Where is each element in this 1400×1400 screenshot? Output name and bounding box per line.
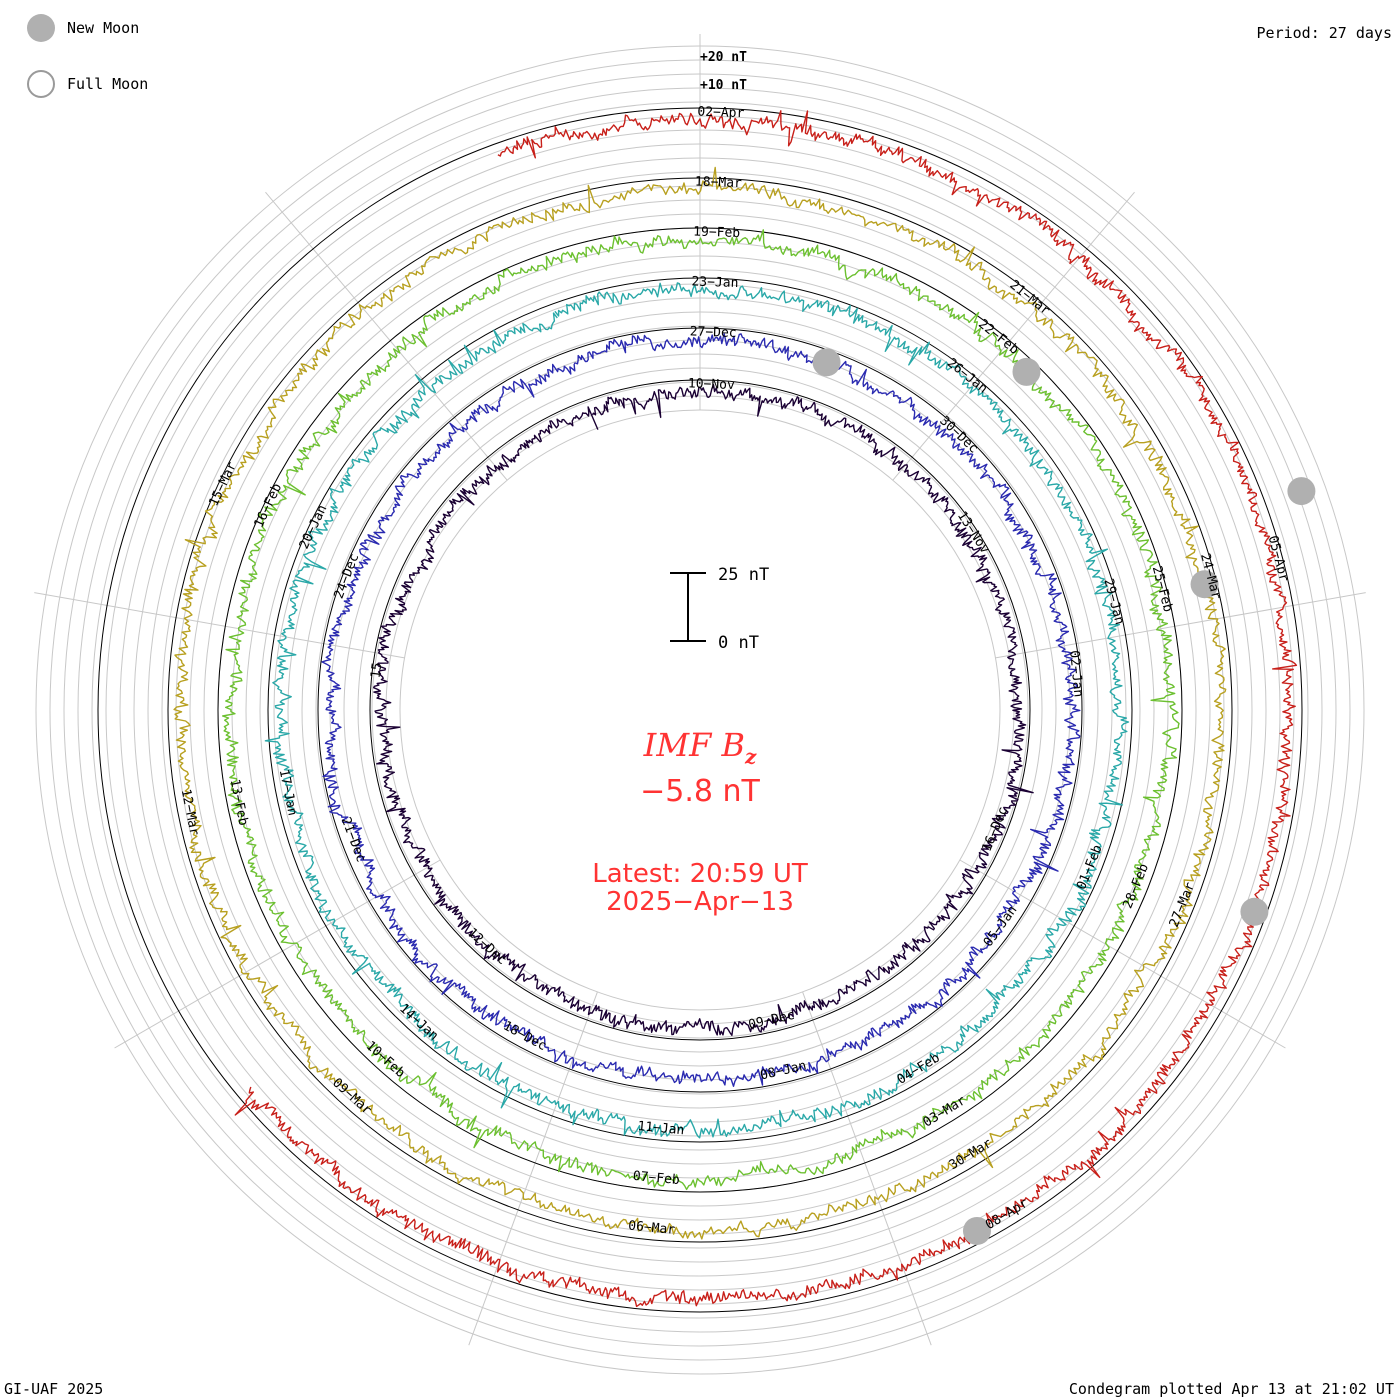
grid-spoke	[995, 592, 1366, 659]
legend-new-moon: New Moon	[27, 14, 139, 42]
date-label: 25−Feb	[1149, 564, 1175, 613]
new-moon-marker	[1012, 357, 1041, 386]
date-label: 09−Dec	[747, 1008, 796, 1033]
credit-label: GI-UAF 2025	[4, 1380, 104, 1398]
date-label: 23−Jan	[691, 274, 738, 291]
period-label: Period: 27 days	[1256, 24, 1392, 42]
date-label: 16−Dec	[980, 805, 1012, 854]
trace-rotation-2	[321, 333, 1081, 1088]
scale-bar-top-label: 25 nT	[718, 565, 769, 585]
baseline-ring-6	[97, 107, 1303, 1313]
latest-date: 2025−Apr−13	[606, 887, 794, 917]
grid-spoke	[114, 859, 441, 1049]
trace-rotation-4	[221, 229, 1180, 1191]
zero-baselines	[97, 107, 1303, 1313]
ring-label-10: +10 nT	[700, 78, 747, 93]
new-moon-marker	[1240, 897, 1269, 926]
date-label: 27−Dec	[689, 324, 736, 341]
date-label: 15	[368, 662, 385, 679]
grid-ring	[343, 353, 1057, 1067]
baseline-ring-2	[317, 327, 1083, 1093]
trace-rotation-5	[173, 166, 1227, 1240]
grid-spoke	[802, 991, 932, 1346]
moon-markers	[812, 348, 1316, 1245]
baseline-ring-1	[369, 379, 1031, 1041]
trace-rotation-1	[373, 383, 1034, 1037]
baseline-ring-3	[267, 277, 1133, 1143]
date-label: 10−Nov	[688, 376, 736, 393]
grid-spoke	[468, 991, 598, 1346]
date-label: 18−Dec	[500, 1019, 548, 1054]
legend-full-moon-label: Full Moon	[67, 75, 149, 93]
chart-title-main: IMF B	[643, 726, 745, 764]
date-label: 24−Dec	[332, 552, 363, 601]
date-label: 19−Feb	[693, 224, 741, 241]
new-moon-marker	[812, 348, 841, 377]
ring-scale-labels: +20 nT +10 nT	[700, 50, 747, 93]
date-label: 11−Jan	[637, 1119, 685, 1138]
legend-full-moon: Full Moon	[27, 70, 148, 98]
data-traces	[173, 110, 1298, 1308]
date-label: 08−Jan	[759, 1058, 808, 1083]
legend-new-moon-label: New Moon	[67, 19, 140, 37]
scale-bar-bottom-label: 0 nT	[718, 633, 759, 653]
date-label: 18−Mar	[695, 175, 743, 192]
grid-spoke	[892, 191, 1135, 481]
full-moon-icon	[27, 70, 55, 98]
grid-spoke	[265, 191, 508, 481]
new-moon-marker	[1190, 570, 1219, 599]
scale-bar: 25 nT 0 nT	[670, 565, 769, 653]
trace-rotation-3	[264, 282, 1130, 1139]
chart-title: IMF Bz	[0, 726, 1400, 768]
baseline-ring-5	[167, 177, 1233, 1243]
date-label: 26−Jan	[944, 356, 990, 397]
date-label: 07−Feb	[632, 1169, 680, 1188]
ring-label-20: +20 nT	[700, 50, 747, 65]
current-value: −5.8 nT	[640, 774, 760, 809]
new-moon-marker	[1287, 477, 1316, 506]
plotted-label: Condegram plotted Apr 13 at 21:02 UT	[1068, 1380, 1394, 1398]
new-moon-icon	[27, 14, 55, 42]
grid-ring	[287, 297, 1113, 1123]
new-moon-marker	[962, 1216, 991, 1245]
trace-rotation-6	[234, 110, 1298, 1308]
grid-ring	[329, 339, 1071, 1081]
date-label: 02−Apr	[697, 105, 745, 122]
grid-spoke	[34, 592, 405, 659]
grid-ring	[357, 367, 1043, 1053]
date-label: 06−Mar	[628, 1219, 676, 1238]
baseline-ring-4	[217, 227, 1183, 1193]
grid-ring	[399, 409, 1001, 1011]
latest-time: Latest: 20:59 UT	[592, 859, 808, 889]
date-label: 02−Jan	[1066, 650, 1085, 698]
date-label: 21−Dec	[338, 815, 368, 864]
grid-ring	[301, 311, 1099, 1109]
chart-title-sub: z	[744, 744, 757, 769]
